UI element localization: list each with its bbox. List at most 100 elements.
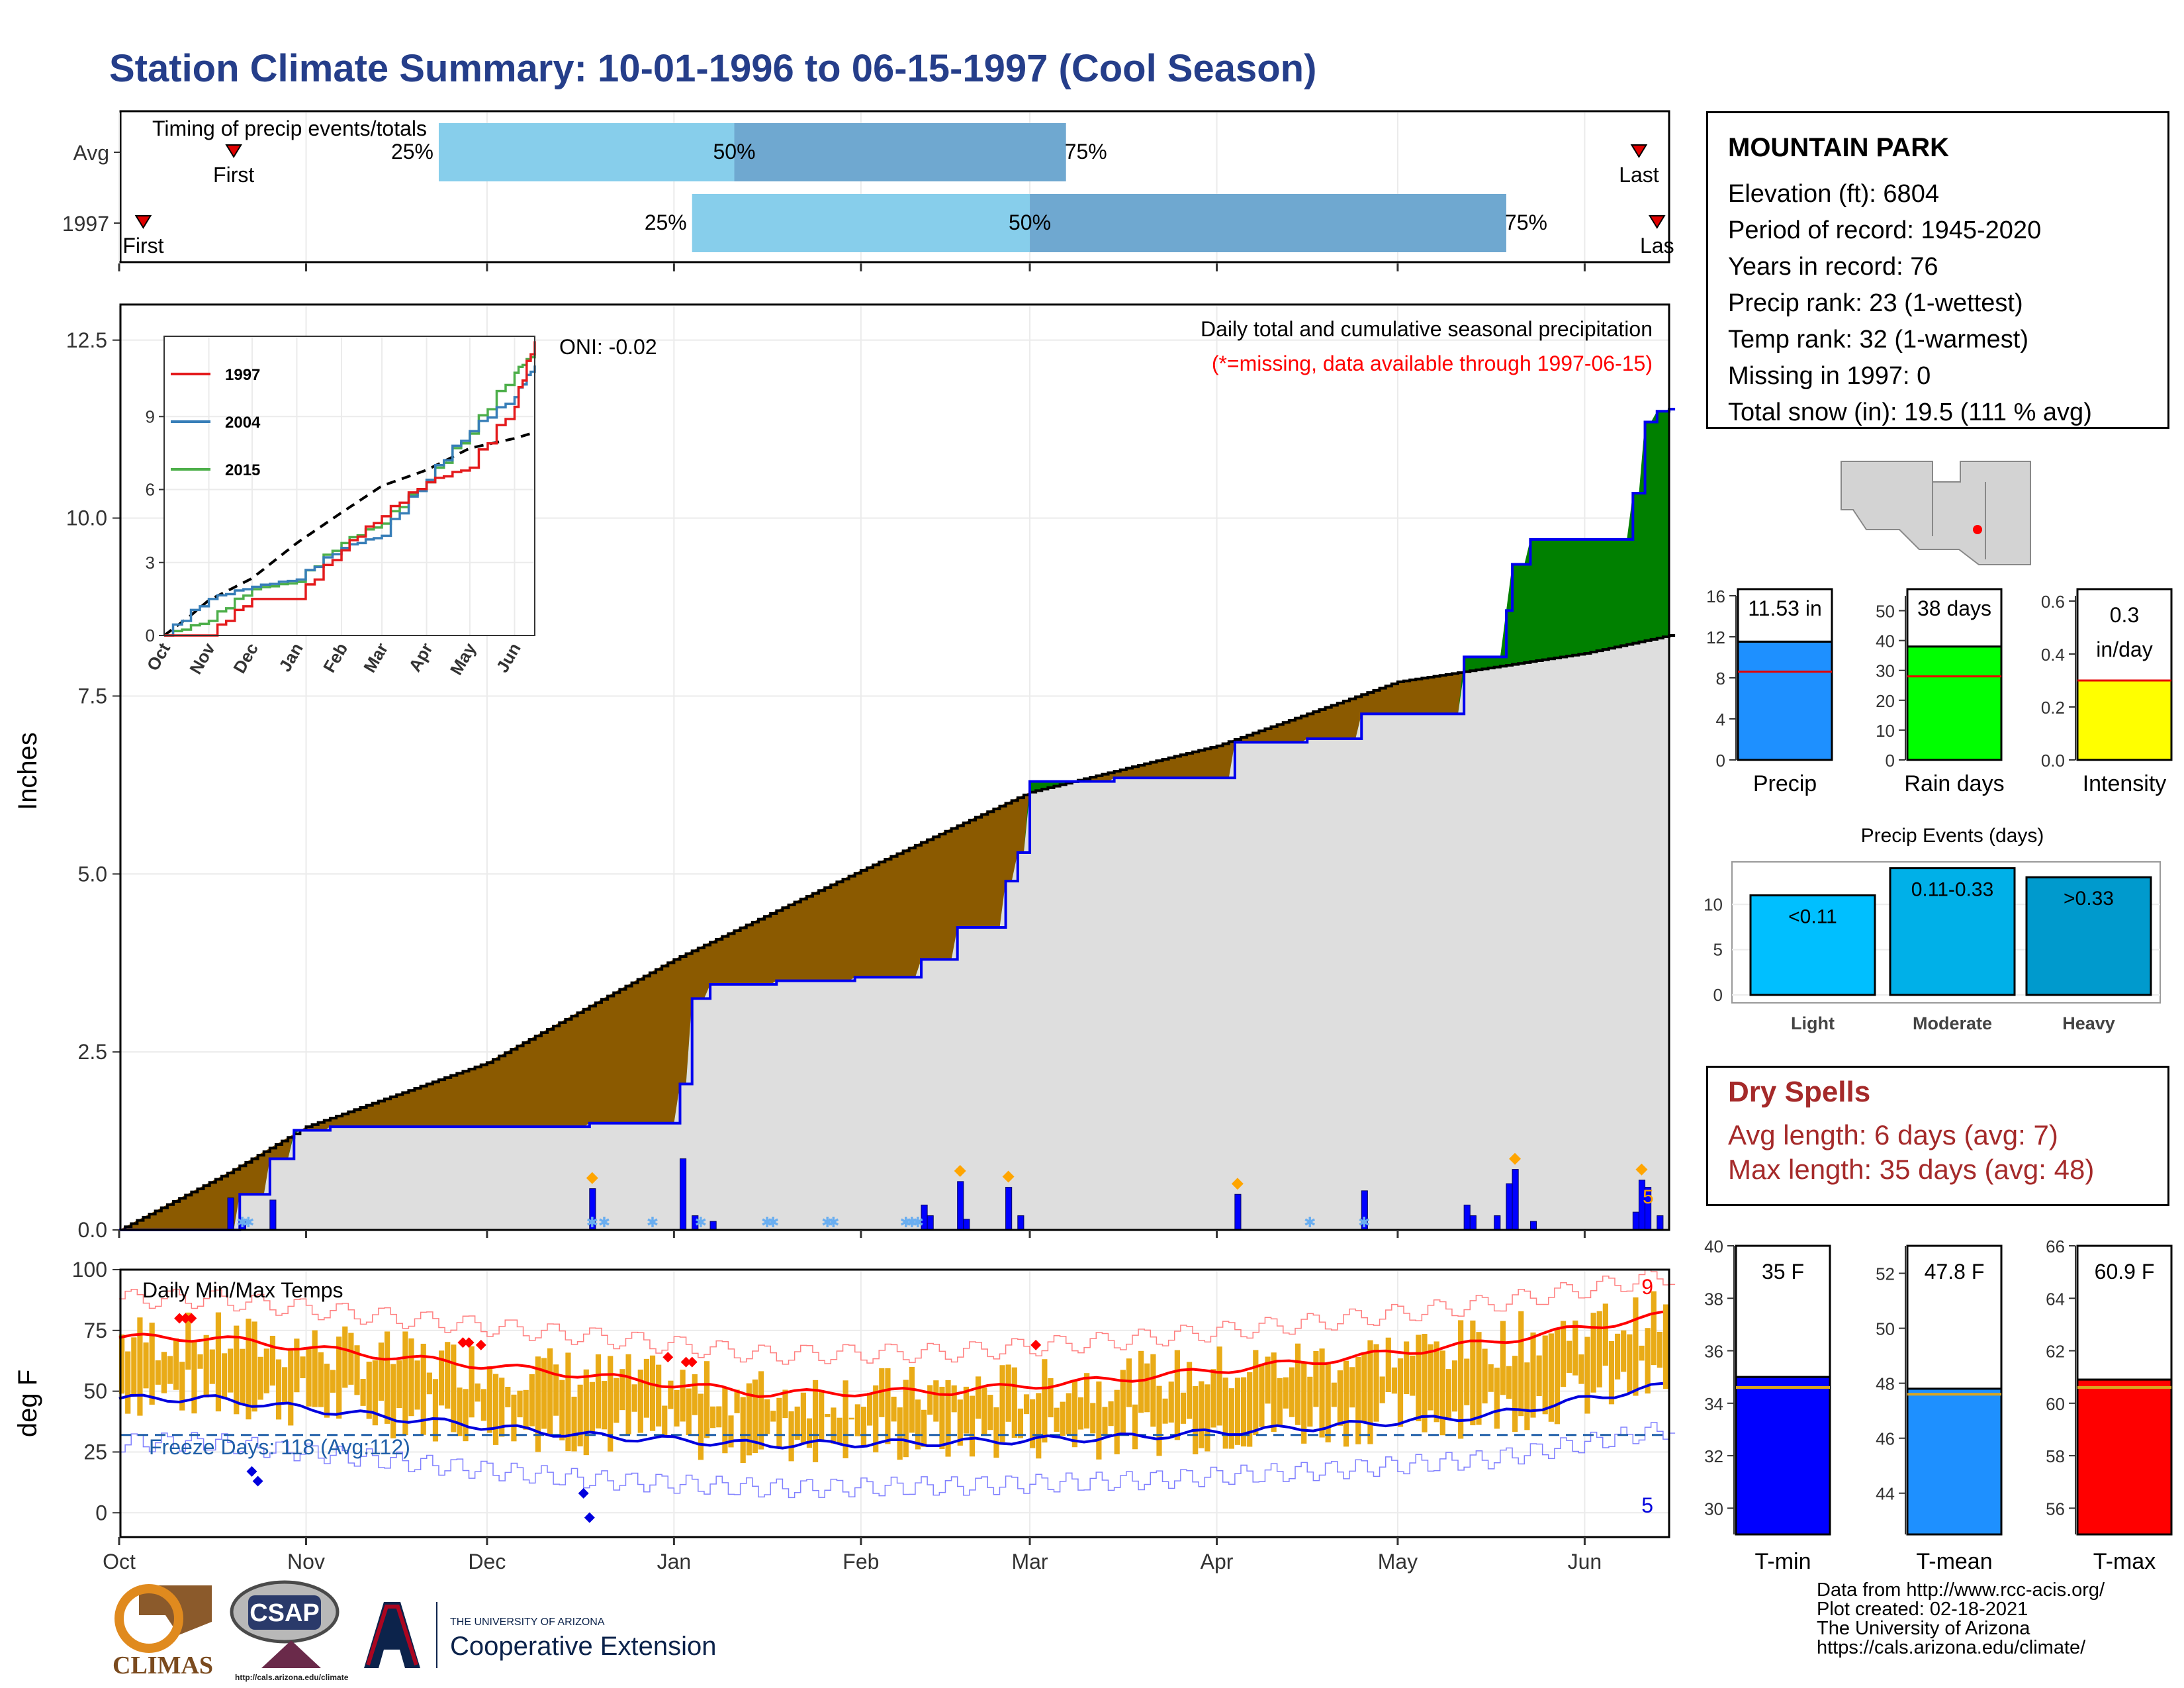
month-x-tick-label: Apr [1201, 1550, 1234, 1573]
daily-temp-bar [1602, 1303, 1608, 1366]
daily-temp-bar [1361, 1353, 1367, 1422]
summary-y-tick-label: 20 [1876, 691, 1895, 711]
timing-bar-50-75 [734, 123, 1066, 181]
daily-temp-bar [523, 1389, 529, 1430]
daily-temp-bar [1416, 1335, 1422, 1422]
first-event-marker [225, 144, 242, 158]
daily-temp-bar [1132, 1404, 1138, 1450]
daily-temp-bar [1156, 1385, 1162, 1456]
inset-series-line [164, 341, 536, 637]
snow-marker: ✱ [1358, 1214, 1370, 1231]
daily-temp-bar [1265, 1356, 1271, 1404]
daily-temp-bar [800, 1392, 806, 1444]
timing-p75-label: 75% [1505, 211, 1547, 234]
daily-temp-bar [1633, 1297, 1639, 1396]
daily-temp-bar [119, 1334, 125, 1394]
daily-temp-bar [945, 1380, 951, 1457]
station-info-box: MOUNTAIN PARK Elevation (ft): 6804 Perio… [1706, 111, 2169, 429]
inset-y-tick-label: 0 [146, 626, 155, 645]
daily-temp-bar [1011, 1367, 1017, 1438]
daily-temp-bar [842, 1380, 848, 1458]
daily-temp-bar [1150, 1354, 1156, 1427]
extreme-max-marker [174, 1313, 185, 1324]
daily-temp-bar [999, 1365, 1005, 1442]
month-x-tick-label: Oct [103, 1550, 136, 1573]
daily-temp-bar [1199, 1381, 1205, 1448]
ua-small-text: THE UNIVERSITY OF ARIZONA [450, 1617, 605, 1628]
extreme-max-marker [680, 1356, 692, 1368]
daily-temp-bar [1193, 1385, 1199, 1454]
daily-temp-bar [529, 1374, 535, 1427]
daily-temp-bar [656, 1364, 662, 1427]
daily-temp-bar [1608, 1340, 1615, 1405]
daily-temp-bar [131, 1337, 137, 1397]
daily-temp-bar [288, 1350, 294, 1426]
daily-temp-bar [1313, 1350, 1319, 1407]
precip-events-bar-label: >0.33 [2064, 888, 2114, 910]
timing-p50-label: 50% [713, 140, 755, 164]
summary-value-label: 0.3 [2110, 603, 2139, 627]
summary-bar-label: Intensity [2083, 771, 2167, 796]
daily-temp-bar [203, 1335, 209, 1398]
missing-note: (*=missing, data available through 1997-… [1212, 352, 1653, 375]
temp-summary-y-tick-label: 62 [2046, 1342, 2065, 1362]
daily-temp-bar [662, 1405, 668, 1438]
daily-temp-bar [1596, 1311, 1602, 1387]
daily-temp-bar [1476, 1332, 1482, 1425]
daily-temp-bar [1343, 1360, 1349, 1447]
daily-temp-bar [668, 1380, 674, 1409]
daily-temp-bar [312, 1330, 318, 1407]
daily-temp-bar [535, 1356, 541, 1452]
avg-min-line [118, 1382, 1664, 1450]
daily-temp-bar [445, 1342, 451, 1409]
daily-temp-bar [251, 1321, 257, 1412]
extreme-max-marker [1030, 1339, 1042, 1350]
daily-temp-bar [1180, 1392, 1187, 1424]
daily-temp-bar [1554, 1329, 1561, 1425]
daily-temp-bar [1458, 1320, 1464, 1439]
daily-temp-bar [486, 1366, 493, 1433]
daily-temp-bar [1222, 1378, 1228, 1449]
daily-temp-bar [149, 1323, 155, 1405]
daily-temp-bar [595, 1354, 602, 1429]
precip-events-y-tick-label: 5 [1713, 940, 1723, 960]
timing-bar-50-75 [1030, 194, 1506, 252]
station-temp-rank: Temp rank: 32 (1-warmest) [1728, 326, 2029, 353]
snow-marker: ✱ [761, 1214, 773, 1231]
daily-temp-bar [583, 1369, 589, 1456]
daily-temp-bar [951, 1385, 957, 1413]
daily-temp-bar [722, 1387, 728, 1454]
csap-logo-text: CSAP [250, 1599, 320, 1627]
daily-temp-bar [1512, 1356, 1518, 1432]
csap-mountain-icon [261, 1640, 321, 1668]
daily-temp-bar [1433, 1341, 1439, 1423]
avg-cumulative-line [119, 634, 1676, 1231]
daily-temp-bar [921, 1409, 927, 1447]
daily-temp-bar [1530, 1332, 1536, 1418]
daily-temp-bar [1114, 1389, 1120, 1454]
precip-y-tick-label: 0.0 [78, 1218, 107, 1242]
daily-temp-bar [1090, 1403, 1096, 1434]
daily-temp-bar [1614, 1333, 1621, 1380]
daily-temp-bar [981, 1387, 987, 1435]
daily-temp-bar [480, 1389, 486, 1421]
daily-temp-bar [1168, 1382, 1174, 1423]
daily-temp-bar [710, 1406, 716, 1429]
summary-bar [2076, 679, 2173, 761]
daily-temp-bar [1042, 1359, 1048, 1443]
daily-temp-bar [1259, 1365, 1265, 1427]
daily-temp-bar [1524, 1362, 1530, 1430]
daily-temp-bar [517, 1390, 523, 1418]
temp-summary-y-tick-label: 50 [1876, 1319, 1895, 1339]
temp-summary-y-tick-label: 46 [1876, 1429, 1895, 1449]
timing-p50-label: 50% [1009, 211, 1051, 234]
precip-events-title: Precip Events (days) [1861, 825, 2044, 847]
extreme-precip-marker [1002, 1170, 1015, 1183]
extreme-max-marker [686, 1356, 698, 1368]
last-event-marker [1648, 215, 1666, 229]
precip-events-category: Light [1791, 1013, 1835, 1033]
daily-temp-bar [794, 1406, 800, 1440]
temp-y-tick-label: 50 [83, 1380, 107, 1403]
daily-temp-bar [1451, 1360, 1458, 1412]
daily-temp-bar [674, 1389, 680, 1427]
